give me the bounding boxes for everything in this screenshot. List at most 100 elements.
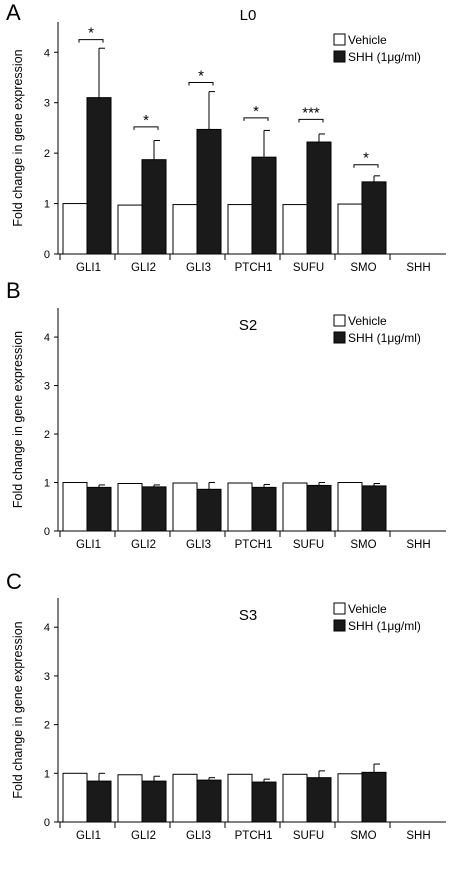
- y-axis-label: Fold change in gene expression: [11, 621, 25, 798]
- significance-bracket: [353, 164, 379, 168]
- bar-shh: [141, 159, 167, 255]
- significance-bracket: [298, 118, 324, 123]
- bar-vehicle: [337, 482, 363, 532]
- y-tick-label: 3: [44, 98, 50, 110]
- legend-label: SHH (1μg/ml): [348, 50, 421, 64]
- bar-shh: [141, 486, 167, 532]
- bar-shh: [196, 488, 222, 532]
- bar-shh: [306, 484, 332, 532]
- bar-shh: [196, 128, 222, 255]
- bar-shh: [361, 485, 387, 532]
- y-tick-label: 0: [44, 249, 50, 261]
- y-tick-label: 4: [44, 622, 50, 634]
- chart-title: L0: [240, 7, 257, 24]
- x-tick-label: PTCH1: [235, 539, 273, 551]
- bar-shh: [361, 181, 387, 255]
- bar-vehicle: [337, 773, 363, 823]
- y-tick-label: 3: [44, 381, 50, 393]
- bar-vehicle: [62, 203, 88, 255]
- bar-shh: [361, 771, 387, 823]
- significance-bracket: [243, 117, 269, 121]
- bar-vehicle: [227, 773, 253, 823]
- y-tick-label: 2: [44, 429, 50, 441]
- bar-vehicle: [282, 482, 308, 532]
- x-tick-label: GLI1: [76, 262, 101, 274]
- x-tick-label: GLI3: [186, 262, 211, 274]
- y-tick-label: 0: [44, 526, 50, 538]
- significance-bracket: [78, 39, 104, 43]
- chart-panel-a: A L0 0 1 2 3 4 Fold change in gene expression GL…: [6, 0, 446, 274]
- x-tick-label: GLI2: [131, 539, 156, 551]
- bar-vehicle: [62, 482, 88, 532]
- bar-shh: [251, 156, 277, 255]
- bar-vehicle: [282, 773, 308, 823]
- bar-vehicle: [172, 482, 198, 532]
- bar-vehicle: [117, 482, 143, 532]
- significance-label: *: [88, 25, 94, 42]
- x-tick-label: SUFU: [293, 539, 324, 551]
- bar-vehicle: [227, 482, 253, 532]
- x-tick-label: GLI3: [186, 830, 211, 842]
- y-tick-label: 1: [44, 199, 50, 211]
- bar-shh: [141, 780, 167, 823]
- x-tick-label: SUFU: [293, 262, 324, 274]
- x-tick-label: PTCH1: [235, 830, 273, 842]
- bar-vehicle: [117, 204, 143, 255]
- legend-swatch: [333, 331, 346, 344]
- bar-shh: [86, 97, 112, 255]
- bar-shh: [251, 781, 277, 823]
- x-tick-label: SHH: [406, 262, 430, 274]
- bar-shh: [86, 486, 112, 532]
- x-tick-label: GLI1: [76, 539, 101, 551]
- legend-label: SHH (1μg/ml): [348, 619, 421, 633]
- panel-letter: B: [6, 278, 21, 303]
- x-tick-label: SMO: [350, 262, 376, 274]
- significance-label: *: [198, 68, 204, 85]
- y-tick-label: 2: [44, 720, 50, 732]
- panel-letter: A: [6, 0, 21, 25]
- bar-shh: [86, 780, 112, 823]
- x-tick-label: SMO: [350, 539, 376, 551]
- y-tick-label: 0: [44, 817, 50, 829]
- bar-vehicle: [282, 204, 308, 255]
- bar-vehicle: [172, 773, 198, 823]
- bar-vehicle: [62, 772, 88, 823]
- y-tick-label: 4: [44, 47, 50, 59]
- x-tick-label: PTCH1: [235, 262, 273, 274]
- x-tick-label: SHH: [406, 539, 430, 551]
- bar-vehicle: [172, 204, 198, 255]
- significance-bracket: [133, 126, 159, 130]
- x-tick-label: SUFU: [293, 830, 324, 842]
- x-tick-label: GLI1: [76, 830, 101, 842]
- legend-swatch: [333, 33, 346, 46]
- significance-label: ***: [302, 104, 320, 121]
- bar-shh: [251, 486, 277, 532]
- bar-vehicle: [337, 203, 363, 255]
- y-tick-label: 1: [44, 478, 50, 490]
- legend-swatch: [333, 50, 346, 63]
- bar-shh: [196, 779, 222, 823]
- panel-letter: C: [6, 569, 22, 594]
- y-tick-label: 4: [44, 332, 50, 344]
- legend-swatch: [333, 602, 346, 615]
- legend-label: Vehicle: [348, 602, 387, 616]
- y-tick-label: 1: [44, 768, 50, 780]
- significance-label: *: [143, 112, 149, 129]
- bar-vehicle: [117, 774, 143, 823]
- chart-panel-c: C S3 0 1 2 3 4 Fold change in gene expression GL…: [6, 569, 446, 842]
- chart-title: S2: [239, 317, 257, 334]
- x-tick-label: SMO: [350, 830, 376, 842]
- significance-label: *: [253, 103, 259, 120]
- x-tick-label: GLI2: [131, 830, 156, 842]
- chart-panel-b: B S2 0 1 2 3 4 Fold change in gene expression GL…: [6, 278, 446, 551]
- significance-label: *: [363, 150, 369, 167]
- y-axis-label: Fold change in gene expression: [11, 49, 25, 226]
- legend-label: Vehicle: [348, 33, 387, 47]
- bar-shh: [306, 141, 332, 255]
- legend-label: SHH (1μg/ml): [348, 331, 421, 345]
- y-tick-label: 2: [44, 148, 50, 160]
- y-tick-label: 3: [44, 671, 50, 683]
- legend-swatch: [333, 314, 346, 327]
- significance-bracket: [188, 82, 214, 86]
